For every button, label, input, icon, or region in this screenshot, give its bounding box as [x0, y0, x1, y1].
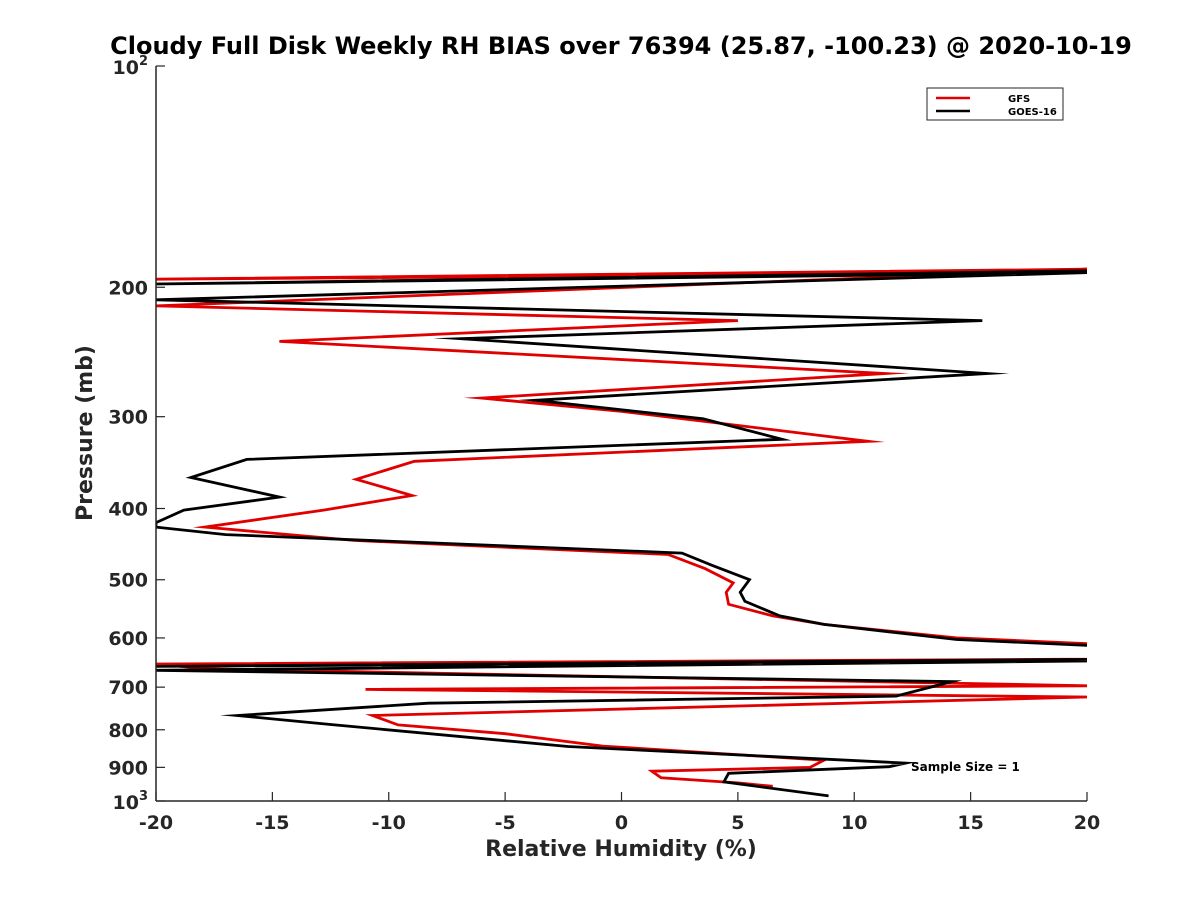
legend-box	[926, 87, 1064, 121]
x-tick-label: -15	[255, 812, 289, 834]
x-tick-label: -5	[495, 812, 516, 834]
x-tick-label: -10	[372, 812, 406, 834]
legend: GFS GOES-16	[926, 87, 1064, 121]
y-axis-label: Pressure (mb)	[73, 345, 98, 521]
legend-label-goes16: GOES-16	[1008, 107, 1057, 118]
plot-lines	[156, 267, 1087, 798]
y-tick-label: 102	[113, 54, 149, 79]
legend-label-gfs: GFS	[1008, 94, 1030, 105]
x-tick-label: 10	[841, 812, 867, 834]
x-axis-label: Relative Humidity (%)	[485, 837, 757, 862]
y-tick-label: 500	[108, 570, 148, 592]
y-tick-label: 103	[113, 789, 149, 814]
y-tick-label: 800	[108, 720, 148, 742]
x-ticks: -20 -15 -10 -5 0 5 10 15 20	[139, 792, 1100, 834]
y-tick-label: 700	[108, 677, 148, 699]
series-line-gfs	[156, 267, 1087, 788]
x-tick-label: 15	[957, 812, 983, 834]
y-tick-label: 900	[108, 757, 148, 779]
y-tick-label: 200	[108, 277, 148, 299]
sample-size-annotation: Sample Size = 1	[911, 760, 1020, 774]
chart-title: Cloudy Full Disk Weekly RH BIAS over 763…	[110, 32, 1132, 60]
x-tick-label: 5	[731, 812, 744, 834]
y-tick-label: 300	[108, 407, 148, 429]
y-ticks: 102 200 300 400 500 600 700 800 900 103	[108, 54, 165, 814]
y-tick-label: 400	[108, 499, 148, 521]
series-line-goes-16	[156, 269, 1087, 798]
x-tick-label: -20	[139, 812, 173, 834]
y-tick-label: 600	[108, 628, 148, 650]
x-tick-label: 20	[1074, 812, 1100, 834]
x-tick-label: 0	[615, 812, 628, 834]
